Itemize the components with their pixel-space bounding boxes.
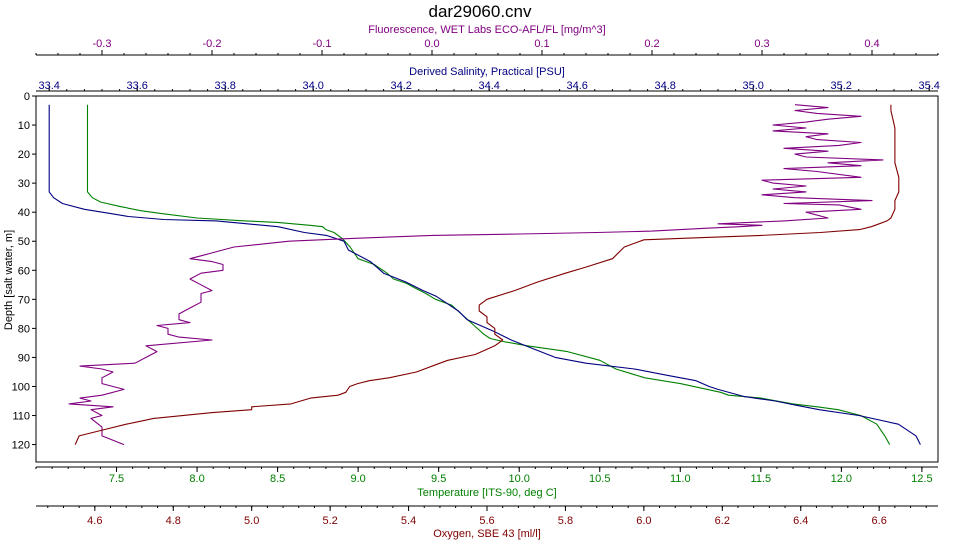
fluorescence-series-line — [68, 104, 884, 446]
oxygen-tick-label: 5.2 — [322, 515, 337, 527]
fluorescence-tick-label: 0.3 — [754, 38, 769, 50]
fluorescence-tick-label: 0.1 — [534, 38, 549, 50]
y-tick-label: 10 — [18, 120, 30, 132]
salinity-tick-label: 35.4 — [918, 80, 939, 92]
plot-frame — [35, 95, 939, 463]
temperature-tick-label: 11.0 — [670, 473, 691, 485]
y-tick-label: 40 — [18, 207, 30, 219]
salinity-tick-label: 33.6 — [126, 80, 147, 92]
temperature-tick-label: 8.5 — [270, 473, 285, 485]
temperature-tick-label: 12.5 — [911, 473, 932, 485]
temperature-series-line — [86, 104, 891, 445]
temperature-tick-label: 10.5 — [589, 473, 610, 485]
fluorescence-axis-title: Fluorescence, WET Labs ECO-AFL/FL [mg/m^… — [368, 24, 605, 36]
oxygen-series-line — [74, 104, 900, 445]
fluorescence-tick-label: -0.3 — [93, 38, 112, 50]
salinity-tick-label: 34.6 — [566, 80, 587, 92]
oxygen-tick-label: 4.8 — [166, 515, 181, 527]
oxygen-tick-label: 6.0 — [636, 515, 651, 527]
fluorescence-tick-label: 0.4 — [864, 38, 879, 50]
salinity-tick-label: 34.0 — [302, 80, 323, 92]
y-tick-label: 0 — [24, 91, 30, 103]
salinity-tick-label: 33.4 — [38, 80, 59, 92]
oxygen-tick-label: 4.6 — [87, 515, 102, 527]
y-axis-title: Depth [salt water, m] — [3, 230, 15, 330]
fluorescence-tick-label: -0.2 — [203, 38, 222, 50]
temperature-tick-label: 7.5 — [109, 473, 124, 485]
salinity-tick-label: 35.2 — [830, 80, 851, 92]
y-tick-label: 30 — [18, 178, 30, 190]
y-tick-label: 20 — [18, 149, 30, 161]
temperature-axis-title: Temperature [ITS-90, deg C] — [417, 487, 556, 499]
y-tick-label: 120 — [12, 440, 30, 452]
temperature-tick-label: 11.5 — [751, 473, 772, 485]
y-tick-label: 110 — [12, 411, 30, 423]
salinity-series-line — [48, 104, 921, 445]
salinity-tick-label: 34.2 — [390, 80, 411, 92]
oxygen-tick-label: 6.6 — [872, 515, 887, 527]
oxygen-tick-label: 6.2 — [715, 515, 730, 527]
oxygen-axis-title: Oxygen, SBE 43 [ml/l] — [433, 528, 541, 540]
oxygen-tick-label: 5.8 — [558, 515, 573, 527]
y-tick-label: 80 — [18, 323, 30, 335]
oxygen-tick-label: 6.4 — [793, 515, 808, 527]
fluorescence-tick-label: -0.1 — [313, 38, 332, 50]
temperature-tick-label: 9.5 — [431, 473, 446, 485]
y-tick-label: 90 — [18, 352, 30, 364]
temperature-tick-label: 8.0 — [189, 473, 204, 485]
salinity-tick-label: 34.8 — [654, 80, 675, 92]
fluorescence-tick-label: 0.2 — [644, 38, 659, 50]
chart-title: dar29060.cnv — [428, 2, 532, 21]
oxygen-tick-label: 5.6 — [479, 515, 494, 527]
salinity-tick-label: 33.8 — [214, 80, 235, 92]
temperature-tick-label: 12.0 — [831, 473, 852, 485]
salinity-axis-title: Derived Salinity, Practical [PSU] — [409, 66, 565, 78]
temperature-tick-label: 9.0 — [350, 473, 365, 485]
y-tick-label: 100 — [12, 381, 30, 393]
oxygen-tick-label: 5.0 — [244, 515, 259, 527]
temperature-tick-label: 10.0 — [509, 473, 530, 485]
salinity-tick-label: 35.0 — [742, 80, 763, 92]
y-tick-label: 60 — [18, 265, 30, 277]
salinity-tick-label: 34.4 — [478, 80, 499, 92]
y-tick-label: 50 — [18, 236, 30, 248]
oxygen-tick-label: 5.4 — [401, 515, 416, 527]
fluorescence-tick-label: 0.0 — [424, 38, 439, 50]
y-tick-label: 70 — [18, 294, 30, 306]
